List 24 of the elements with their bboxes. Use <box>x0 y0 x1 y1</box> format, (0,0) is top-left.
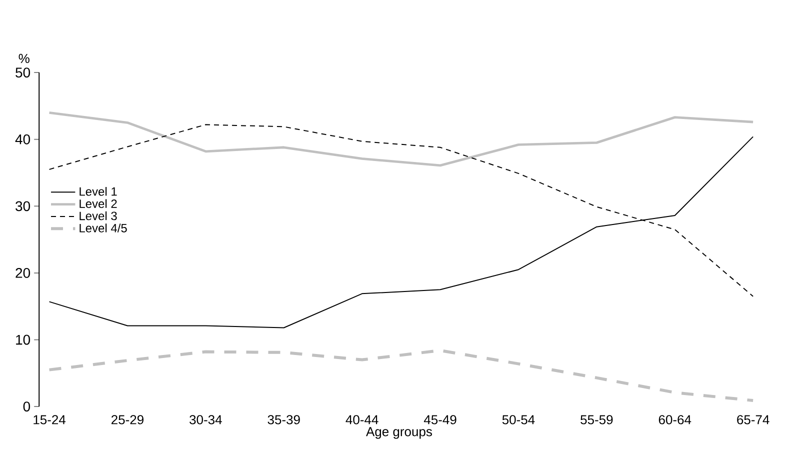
y-tick-label: 50 <box>16 68 30 78</box>
x-tick-label: 65-74 <box>737 415 770 424</box>
y-tick-label: 10 <box>16 334 30 345</box>
line-series <box>48 111 754 167</box>
line-series <box>48 348 755 402</box>
y-tick-label: 20 <box>16 268 30 278</box>
y-tick-label: 30 <box>16 201 30 212</box>
x-tick-label: 40-44 <box>346 415 378 424</box>
y-tick-label: 40 <box>15 134 30 144</box>
x-tick-label: 50-54 <box>502 415 535 424</box>
legend-label: Level 1 <box>80 186 117 196</box>
x-tick-label: 45-49 <box>424 415 456 424</box>
x-tick-label: 30-34 <box>190 415 222 424</box>
legend-label: Level 3 <box>80 211 117 220</box>
x-tick-label: 55-59 <box>580 415 613 424</box>
x-tick-label: 25-29 <box>112 415 144 424</box>
x-axis-title: Age groups <box>366 427 432 439</box>
legend-label: Level 2 <box>80 199 117 208</box>
x-tick-label: 35-39 <box>268 415 300 424</box>
y-axis-title: % <box>18 54 30 64</box>
legend-label: Level 4/5 <box>80 224 127 232</box>
y-tick-label: 0 <box>23 402 30 412</box>
x-tick-label: 60-64 <box>658 415 692 424</box>
x-tick-label: 15-24 <box>34 415 66 424</box>
